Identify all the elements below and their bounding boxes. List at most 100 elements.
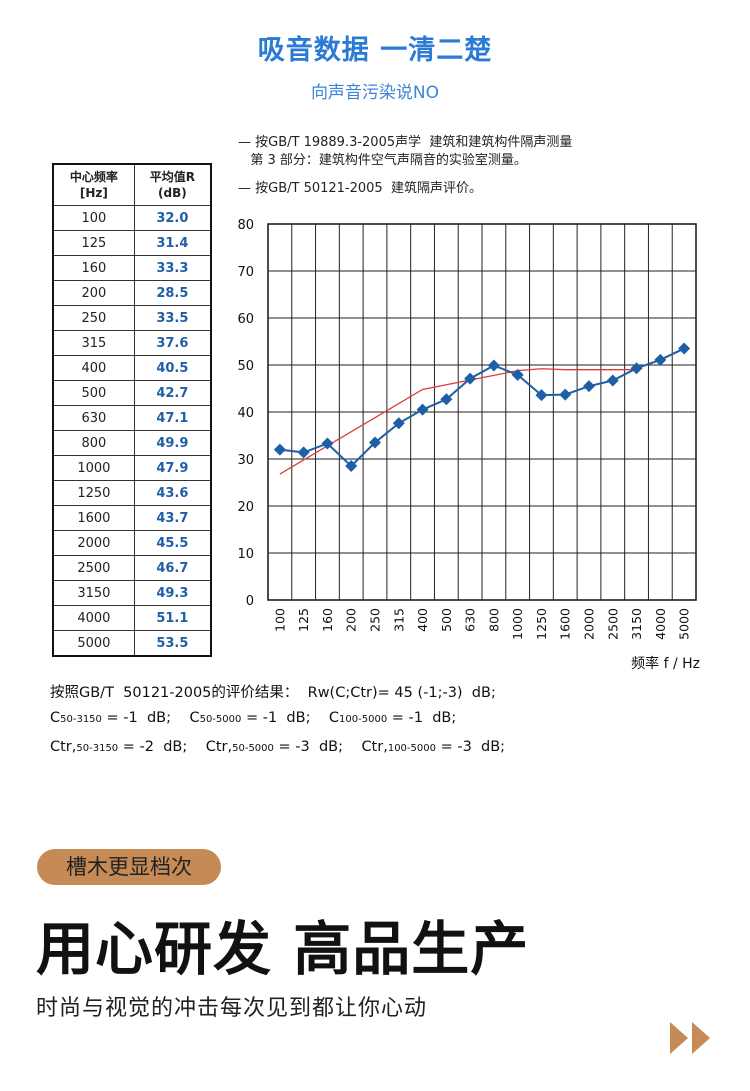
promo-badge: 槽木更显档次: [37, 849, 221, 885]
frequency-cell: 250: [52, 305, 135, 331]
table-row: 160 33.3: [52, 255, 212, 281]
x-tick-label: 315: [391, 608, 406, 632]
frequency-cell: 315: [52, 330, 135, 356]
data-point-marker: [297, 446, 310, 459]
x-tick-label: 200: [344, 608, 359, 632]
frequency-cell: 1000: [52, 455, 135, 481]
average-value-cell: 43.6: [133, 480, 212, 506]
frequency-cell: 2500: [52, 555, 135, 581]
data-point-marker: [416, 403, 429, 416]
average-value-cell: 40.5: [133, 355, 212, 381]
average-value-cell: 47.1: [133, 405, 212, 431]
y-axis-ticks: 0 10 20 30 40 50 60 70 80: [237, 218, 254, 609]
x-tick-label: 100: [272, 608, 287, 632]
data-point-marker: [535, 389, 548, 402]
table-header-average: 平均值R (dB): [133, 163, 212, 206]
table-header-frequency: 中心频率 [Hz]: [52, 163, 135, 206]
x-tick-label: 4000: [653, 608, 668, 640]
page-title: 吸音数据 一清二楚: [257, 35, 493, 66]
table-row: 3150 49.3: [52, 580, 212, 606]
average-value-cell: 28.5: [133, 280, 212, 306]
table-row: 4000 51.1: [52, 605, 212, 631]
double-chevron-right-icon[interactable]: [668, 1020, 716, 1056]
frequency-cell: 125: [52, 230, 135, 256]
frequency-table: 中心频率 [Hz] 平均值R (dB) 100 32.0 125 31.4 160 33.3 2…: [52, 163, 212, 657]
table-row: 2500 46.7: [52, 555, 212, 581]
x-tick-label: 2000: [582, 608, 597, 640]
promo-headline: 用心研发 高品生产: [36, 915, 530, 983]
y-tick-label: 10: [237, 547, 254, 562]
table-row: 125 31.4: [52, 230, 212, 256]
data-point-marker: [369, 436, 381, 449]
frequency-cell: 3150: [52, 580, 135, 606]
table-row: 2000 45.5: [52, 530, 212, 556]
average-value-cell: 32.0: [133, 205, 212, 231]
x-tick-label: 500: [439, 608, 454, 632]
x-tick-label: 125: [296, 608, 311, 632]
frequency-cell: 1600: [52, 505, 135, 531]
frequency-cell: 160: [52, 255, 135, 281]
frequency-cell: 5000: [52, 630, 135, 657]
x-tick-label: 1250: [534, 608, 549, 640]
x-tick-label: 630: [463, 608, 478, 632]
promo-tagline: 时尚与视觉的冲击每次见到都让你心动: [36, 996, 428, 1021]
standard-note-3: — 按GB/T 50121-2005 建筑隔声评价。: [238, 181, 482, 196]
table-row: 5000 53.5: [52, 630, 212, 657]
table-row: 315 37.6: [52, 330, 212, 356]
standard-note-2: 第 3 部分：建筑构件空气声隔音的实验室测量。: [238, 153, 527, 168]
average-value-cell: 33.5: [133, 305, 212, 331]
table-row: 200 28.5: [52, 280, 212, 306]
data-point-marker: [559, 388, 572, 401]
x-tick-label: 1000: [510, 608, 525, 640]
data-point-marker: [606, 374, 619, 387]
data-point-marker: [392, 417, 405, 430]
data-point-marker: [654, 353, 667, 366]
data-point-marker: [273, 443, 286, 456]
frequency-cell: 100: [52, 205, 135, 231]
data-point-marker: [583, 380, 595, 393]
y-tick-label: 30: [237, 453, 254, 468]
result-line-2: C50-3150 = -1 dB; C50-5000 = -1 dB; C100…: [50, 710, 456, 726]
x-tick-label: 250: [368, 608, 383, 632]
average-value-cell: 43.7: [133, 505, 212, 531]
frequency-cell: 500: [52, 380, 135, 406]
result-term: C50-5000 = -1 dB;: [189, 710, 311, 726]
data-point-marker: [678, 342, 691, 355]
result-term: Ctr,50-3150 = -2 dB;: [50, 739, 188, 755]
table-row: 250 33.5: [52, 305, 212, 331]
data-point-marker: [630, 362, 643, 375]
x-tick-label: 3150: [629, 608, 644, 640]
result-term: C100-5000 = -1 dB;: [328, 710, 457, 726]
y-tick-label: 40: [237, 406, 254, 421]
data-point-marker: [487, 359, 500, 372]
result-line-1: 按照GB/T 50121-2005的评价结果： Rw(C;Ctr)= 45 (-…: [50, 685, 496, 701]
average-value-cell: 33.3: [133, 255, 212, 281]
frequency-cell: 1250: [52, 480, 135, 506]
average-value-cell: 49.3: [133, 580, 212, 606]
table-row: 500 42.7: [52, 380, 212, 406]
result-term: Ctr,100-5000 = -3 dB;: [361, 739, 506, 755]
y-tick-label: 0: [246, 594, 254, 609]
x-axis-ticks: 100 125 160 200 250 315 400 500 630 800 1000 1250 16…: [272, 608, 691, 640]
data-point-marker: [440, 393, 453, 406]
average-value-cell: 46.7: [133, 555, 212, 581]
average-value-cell: 31.4: [133, 230, 212, 256]
average-value-cell: 42.7: [133, 380, 212, 406]
x-tick-label: 400: [415, 608, 430, 632]
y-tick-label: 50: [237, 359, 254, 374]
chart-series: [273, 342, 691, 475]
average-value-cell: 37.6: [133, 330, 212, 356]
table-row: 1600 43.7: [52, 505, 212, 531]
table-header-row: 中心频率 [Hz] 平均值R (dB): [52, 163, 212, 206]
x-tick-label: 160: [320, 608, 335, 632]
table-row: 1250 43.6: [52, 480, 212, 506]
y-tick-label: 80: [237, 218, 254, 233]
frequency-cell: 4000: [52, 605, 135, 631]
frequency-cell: 800: [52, 430, 135, 456]
data-point-marker: [345, 460, 358, 473]
frequency-cell: 400: [52, 355, 135, 381]
y-tick-label: 20: [237, 500, 254, 515]
page-subtitle: 向声音污染说NO: [310, 83, 440, 103]
average-value-cell: 45.5: [133, 530, 212, 556]
frequency-cell: 630: [52, 405, 135, 431]
